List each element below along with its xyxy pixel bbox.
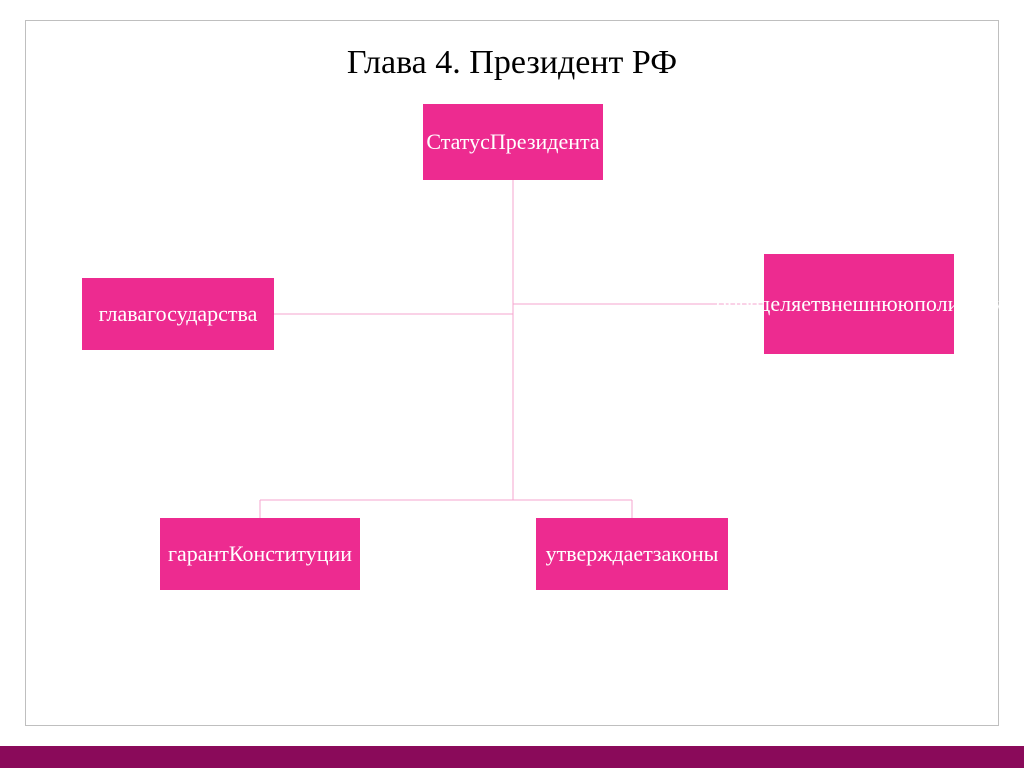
node-text-line: гарант [168,540,229,568]
node-text-line: законы [653,540,719,568]
node-text-line: Конституции [229,540,352,568]
node-text-line: Статус [426,128,490,156]
node-text-line: определяет [716,290,821,318]
node-text-line: политику [914,290,1002,318]
bottom-accent-bar [0,746,1024,768]
node-foreign-policy: определяетвнешнююполитику [764,254,954,354]
node-constitution-guarantor: гарантКонституции [160,518,360,590]
node-approves-laws: утверждаетзаконы [536,518,728,590]
node-text-line: государства [147,300,257,328]
node-head-of-state: главагосударства [82,278,274,350]
node-text-line: внешнюю [821,290,915,318]
node-text-line: Президента [490,128,600,156]
diagram-title: Глава 4. Президент РФ [0,44,1024,82]
node-text-line: глава [99,300,148,328]
node-text-line: утверждает [546,540,653,568]
node-root: СтатусПрезидента [423,104,603,180]
